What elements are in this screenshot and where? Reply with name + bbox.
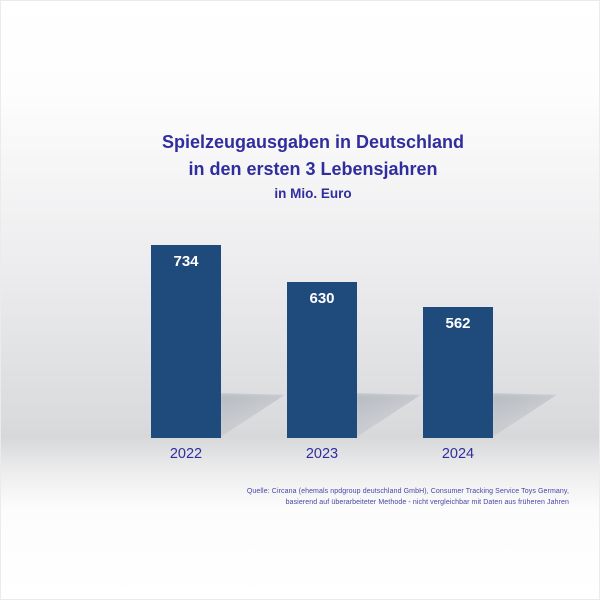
bar-value-label-2024: 562 xyxy=(445,315,471,332)
category-label-2022: 2022 xyxy=(169,446,203,462)
bar-2024: 562 xyxy=(423,307,493,438)
bar-2023: 630 xyxy=(287,282,357,438)
source-note-line-2: basierend auf überarbeiteter Methode - n… xyxy=(285,499,569,506)
chart-title-line-2: in den ersten 3 Lebensjahren xyxy=(188,159,438,179)
bar-shadow-2022 xyxy=(219,393,285,438)
bar-2022: 734 xyxy=(151,245,221,438)
category-label-2023: 2023 xyxy=(305,446,339,462)
chart-subtitle-unit: in Mio. Euro xyxy=(274,186,352,201)
bar-shadow-2023 xyxy=(355,393,421,438)
source-note-line-1: Quelle: Circana (ehemals npdgroup deutsc… xyxy=(246,488,569,495)
chart-title-block: Spielzeugausgaben in Deutschland in den … xyxy=(27,129,599,205)
category-label-2024: 2024 xyxy=(441,446,475,462)
chart-title-line-1: Spielzeugausgaben in Deutschland xyxy=(161,132,465,152)
bar-shadow-2024 xyxy=(491,393,557,438)
bar-value-label-2023: 630 xyxy=(309,290,335,307)
bar-value-label-2022: 734 xyxy=(173,253,199,270)
source-note: Quelle: Circana (ehemals npdgroup deutsc… xyxy=(247,486,569,508)
